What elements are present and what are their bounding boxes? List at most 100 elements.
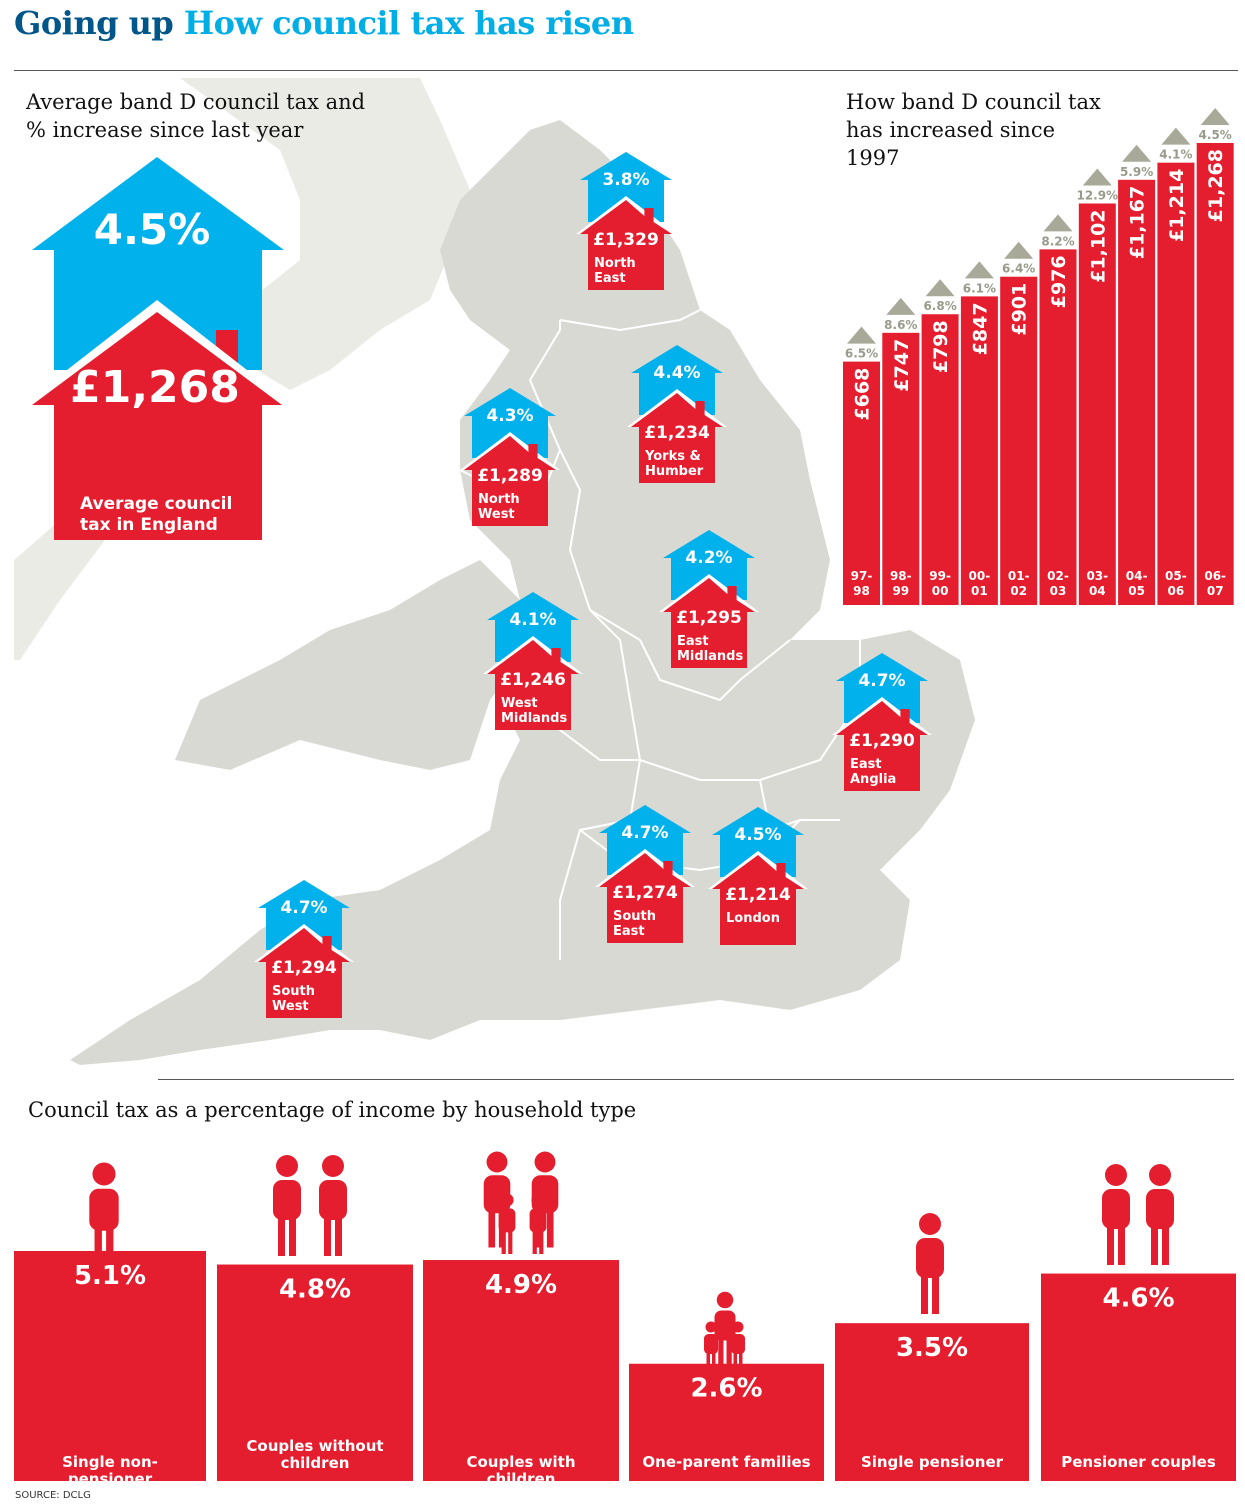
region-name-east-anglia: East Anglia bbox=[850, 757, 897, 787]
category-label: 01- bbox=[1008, 569, 1030, 583]
person-body-icon bbox=[731, 1334, 745, 1354]
region-name-east-midlands: East Midlands bbox=[677, 634, 744, 664]
person-head-icon bbox=[716, 1291, 734, 1309]
increase-label: 12.9% bbox=[1076, 188, 1118, 202]
category-label: 99- bbox=[929, 569, 951, 583]
person-leg-icon bbox=[1151, 1225, 1158, 1265]
value-label: £1,214 bbox=[1166, 169, 1188, 242]
value-label: £668 bbox=[852, 368, 874, 421]
person-leg-icon bbox=[289, 1216, 296, 1256]
person-head-icon bbox=[1149, 1164, 1171, 1186]
person-leg-icon bbox=[1162, 1225, 1169, 1265]
person-leg-icon bbox=[532, 1230, 537, 1254]
region-house-london: 4.5% £1,214 bbox=[708, 807, 808, 945]
person-head-icon bbox=[276, 1155, 298, 1177]
household-bar-group: 3.5% bbox=[835, 1213, 1029, 1481]
value-label: £1,268 bbox=[1205, 149, 1227, 222]
trend-bar-group: 4.1% £1,214 05-06 bbox=[1157, 127, 1195, 605]
person-body-icon bbox=[498, 1208, 516, 1233]
increase-label: 6.8% bbox=[923, 299, 956, 313]
increase-arrow bbox=[964, 261, 994, 279]
region-name-south-east: South East bbox=[613, 909, 657, 939]
household-value: 3.5% bbox=[896, 1333, 968, 1363]
person-head-icon bbox=[705, 1321, 717, 1333]
source-note: SOURCE: DCLG bbox=[15, 1490, 91, 1501]
category-label: 02- bbox=[1047, 569, 1069, 583]
person-leg-icon bbox=[501, 1230, 506, 1254]
person-body-icon bbox=[529, 1208, 547, 1233]
category-label: 06- bbox=[1204, 569, 1226, 583]
value-label: £1,102 bbox=[1087, 209, 1109, 282]
household-bar bbox=[14, 1251, 206, 1481]
region-house-yorks-humber: 4.4% £1,234 bbox=[627, 345, 727, 483]
increase-arrow bbox=[1004, 241, 1034, 259]
household-bar-group: 4.9% bbox=[423, 1151, 619, 1481]
increase-arrow bbox=[925, 279, 955, 297]
region-name-north-east: North East bbox=[594, 256, 636, 286]
region-increase: 4.3% bbox=[486, 406, 533, 426]
household-category: Couples with children bbox=[466, 1453, 576, 1488]
trend-bar bbox=[1157, 162, 1195, 605]
trend-intro: How band D council tax has increased sin… bbox=[846, 90, 1101, 170]
person-head-icon bbox=[322, 1155, 344, 1177]
region-increase: 4.7% bbox=[858, 671, 905, 691]
region-amount: £1,289 bbox=[477, 466, 543, 486]
category-label: 99 bbox=[892, 584, 909, 598]
region-name-south-west: South West bbox=[272, 984, 316, 1014]
middle-rule bbox=[158, 1079, 1234, 1080]
increase-label: 6.4% bbox=[1002, 262, 1035, 276]
person-leg-icon bbox=[1107, 1225, 1114, 1265]
household-value: 4.6% bbox=[1102, 1284, 1174, 1314]
trend-bar-group: 6.8% £798 99-00 bbox=[921, 279, 959, 605]
person-leg-icon bbox=[539, 1230, 544, 1254]
household-value: 4.8% bbox=[279, 1275, 351, 1305]
increase-label: 6.5% bbox=[845, 347, 878, 361]
person-leg-icon bbox=[739, 1352, 743, 1372]
region-amount: £1,294 bbox=[271, 958, 337, 978]
person-body-icon bbox=[916, 1238, 944, 1278]
trend-bar-group: 12.9% £1,102 03-04 bbox=[1076, 168, 1118, 605]
region-house-north-east: 3.8% £1,329 bbox=[576, 152, 676, 290]
person-head-icon bbox=[919, 1213, 941, 1235]
value-label: £847 bbox=[969, 302, 991, 355]
person-leg-icon bbox=[921, 1274, 928, 1314]
person-leg-icon bbox=[508, 1230, 513, 1254]
trend-bar-group: 5.9% £1,167 04-05 bbox=[1118, 144, 1156, 605]
household-category: One-parent families bbox=[642, 1453, 811, 1471]
increase-label: 8.6% bbox=[884, 318, 917, 332]
household-category: Single non-pensioner bbox=[62, 1453, 158, 1488]
region-name-london: London bbox=[726, 911, 780, 926]
person-leg-icon bbox=[278, 1216, 285, 1256]
household-bar-group: 2.6% bbox=[629, 1291, 824, 1481]
increase-arrow bbox=[847, 326, 876, 344]
household-bar-group: 5.1% bbox=[14, 1162, 206, 1481]
wales-land bbox=[175, 560, 520, 770]
person-leg-icon bbox=[712, 1352, 716, 1372]
person-leg-icon bbox=[324, 1216, 331, 1256]
household-value: 4.9% bbox=[485, 1270, 557, 1300]
region-houses: 3.8% £1,329 4.4% £1,234 4.3% £1,289 4.2% £1,295… bbox=[254, 152, 932, 1018]
top-rule bbox=[14, 70, 1238, 71]
region-house-east-midlands: 4.2% £1,295 bbox=[659, 530, 759, 668]
category-label: 04 bbox=[1089, 584, 1106, 598]
region-borders bbox=[459, 309, 861, 960]
region-house-south-east: 4.7% £1,274 bbox=[595, 805, 695, 943]
england-map: 4.5% £1,268 3.8% £1,329 4.4% £1,234 4.3% £1,2… bbox=[14, 78, 975, 1065]
trend-bar-group: 6.1% £847 00-01 bbox=[960, 261, 998, 605]
region-increase: 4.1% bbox=[509, 610, 556, 630]
region-increase: 4.7% bbox=[280, 898, 327, 918]
household-category: Single pensioner bbox=[860, 1453, 1004, 1471]
region-increase: 4.4% bbox=[653, 363, 700, 383]
household-bar-group: 4.6% bbox=[1041, 1164, 1236, 1481]
trend-bar bbox=[1078, 203, 1116, 605]
region-amount: £1,214 bbox=[725, 885, 791, 905]
region-amount: £1,234 bbox=[644, 423, 710, 443]
increase-arrow bbox=[1161, 127, 1191, 145]
england-average-label: Average council tax in England bbox=[80, 494, 233, 535]
person-body-icon bbox=[1102, 1189, 1130, 1229]
category-label: 02 bbox=[1010, 584, 1027, 598]
person-leg-icon bbox=[335, 1216, 342, 1256]
trend-bar-group: 4.5% £1,268 06-07 bbox=[1196, 108, 1234, 605]
category-label: 05 bbox=[1128, 584, 1145, 598]
